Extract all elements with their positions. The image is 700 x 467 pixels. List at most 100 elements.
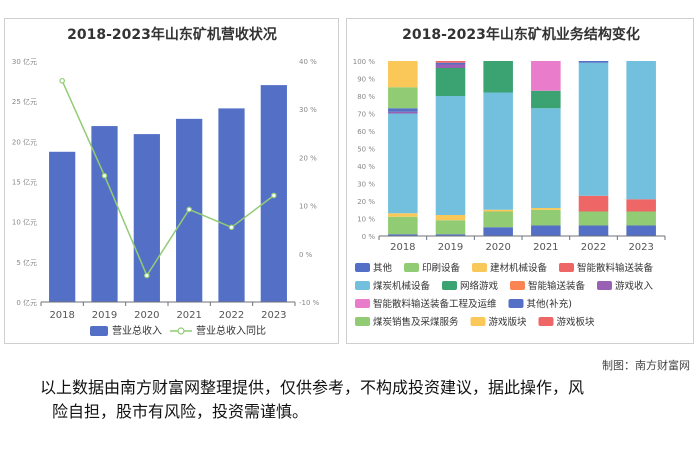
stack-segment bbox=[626, 225, 656, 236]
y-left-tick-label: 20 亿元 bbox=[12, 137, 37, 146]
legend-swatch bbox=[538, 317, 554, 326]
legend-swatch bbox=[404, 263, 419, 272]
y-right-tick-label: 20 % bbox=[299, 154, 317, 162]
legend-swatch bbox=[355, 281, 370, 290]
stack-segment bbox=[388, 216, 418, 235]
y-tick-label: 40 % bbox=[357, 163, 375, 171]
stack-segment bbox=[578, 211, 609, 226]
y-tick-label: 20 % bbox=[357, 198, 375, 206]
y-tick-label: 0 % bbox=[362, 233, 376, 241]
x-tick-label: 2018 bbox=[390, 242, 415, 253]
yoy-point bbox=[186, 206, 192, 213]
yoy-point bbox=[228, 224, 235, 231]
stack-segment bbox=[531, 108, 561, 208]
y-tick-label: 10 % bbox=[357, 216, 375, 224]
stack-segment bbox=[388, 108, 418, 112]
yoy-point bbox=[101, 172, 108, 179]
legend-label: 印刷设备 bbox=[422, 262, 461, 274]
stack-segment bbox=[435, 64, 466, 68]
stack-segment bbox=[388, 213, 418, 217]
stack-segment bbox=[435, 215, 466, 221]
x-tick-label: 2020 bbox=[485, 242, 510, 253]
legend-label: 网络游戏 bbox=[460, 280, 499, 292]
y-left-tick-label: 15 亿元 bbox=[12, 178, 37, 187]
legend-label: 其他(补充) bbox=[527, 298, 572, 310]
stack-segment bbox=[435, 68, 466, 96]
legend-label: 煤炭机械设备 bbox=[373, 280, 431, 292]
y-tick-label: 70 % bbox=[357, 111, 375, 119]
yoy-point bbox=[144, 272, 150, 279]
stack-segment bbox=[578, 62, 609, 196]
legend-swatch bbox=[442, 281, 457, 290]
stack-segment bbox=[388, 234, 418, 236]
y-right-tick-label: 10 % bbox=[299, 203, 317, 211]
legend-marker bbox=[177, 327, 185, 335]
y-left-tick-label: 5 亿元 bbox=[16, 258, 37, 267]
business-structure-chart-panel: 2018-2023年山东矿机业务结构变化 0 % 10 % 20 % 30 % 40 % 5… bbox=[346, 18, 694, 344]
revenue-bar bbox=[218, 108, 245, 302]
y-right-tick-label: -10 % bbox=[299, 299, 320, 307]
yoy-point bbox=[59, 77, 65, 84]
disclaimer-line-1: 以上数据由南方财富网整理提供，仅供参考，不构成投资建议，据此操作，风 bbox=[40, 378, 585, 397]
y-tick-label: 60 % bbox=[357, 128, 375, 136]
x-tick-label: 2018 bbox=[49, 310, 74, 321]
stack-segment bbox=[531, 208, 561, 210]
legend-label: 智能输送装备 bbox=[528, 280, 586, 292]
legend-label: 智能散料输送装备工程及运维 bbox=[373, 298, 497, 310]
disclaimer: 以上数据由南方财富网整理提供，仅供参考，不构成投资建议，据此操作，风 险自担，股… bbox=[40, 376, 670, 424]
y-tick-label: 30 % bbox=[357, 181, 375, 189]
legend-label: 煤炭销售及采煤服务 bbox=[373, 316, 459, 328]
stack-segment bbox=[626, 211, 656, 226]
stack-segment bbox=[435, 96, 466, 215]
legend-swatch bbox=[472, 263, 487, 272]
stack-segment bbox=[483, 92, 513, 210]
stack-segment bbox=[531, 225, 561, 236]
stack-segment bbox=[388, 87, 418, 109]
stack-segment bbox=[388, 61, 418, 88]
legend-swatch bbox=[597, 281, 612, 290]
stack-segment bbox=[531, 90, 561, 109]
legend-swatch bbox=[559, 263, 574, 272]
legend-swatch bbox=[510, 281, 525, 290]
revenue-chart: 2018-2023年山东矿机营收状况 0 亿元 5 亿元 10 亿元 15 亿元 20 亿… bbox=[12, 26, 320, 337]
y-left-tick-label: 30 亿元 bbox=[12, 57, 37, 66]
x-tick-label: 2019 bbox=[438, 242, 463, 253]
x-tick-label: 2022 bbox=[581, 242, 606, 253]
stack-segment bbox=[483, 211, 513, 228]
stack-segment bbox=[435, 62, 466, 65]
stack-segment bbox=[483, 227, 513, 236]
stack-segment bbox=[435, 220, 466, 235]
chart-title: 2018-2023年山东矿机营收状况 bbox=[67, 26, 277, 43]
y-right-tick-label: 0 % bbox=[299, 251, 313, 259]
y-left-tick-label: 0 亿元 bbox=[16, 298, 37, 307]
y-right-tick-label: 40 % bbox=[299, 58, 317, 66]
stack-segment bbox=[626, 61, 656, 200]
x-tick-label: 2021 bbox=[533, 242, 558, 253]
chart-title: 2018-2023年山东矿机业务结构变化 bbox=[402, 26, 640, 43]
yoy-point bbox=[271, 192, 277, 199]
x-tick-label: 2022 bbox=[219, 310, 244, 321]
y-tick-label: 50 % bbox=[357, 146, 375, 154]
disclaimer-line-2: 险自担，股市有风险，投资需谨慎。 bbox=[52, 402, 309, 421]
stack-segment bbox=[388, 113, 418, 214]
business-structure-chart: 2018-2023年山东矿机业务结构变化 0 % 10 % 20 % 30 % 40 % 5… bbox=[353, 26, 666, 328]
legend-swatch bbox=[508, 299, 524, 308]
revenue-bar bbox=[91, 126, 118, 302]
legend-label: 营业总收入同比 bbox=[196, 324, 266, 337]
legend-swatch bbox=[355, 317, 370, 326]
stack-segment bbox=[435, 61, 466, 63]
legend-swatch bbox=[355, 263, 370, 272]
stack-segment bbox=[435, 234, 466, 236]
legend-label: 智能散料输送装备 bbox=[577, 262, 654, 274]
stack-segment bbox=[578, 61, 609, 63]
x-tick-label: 2023 bbox=[261, 310, 286, 321]
y-tick-label: 80 % bbox=[357, 93, 375, 101]
legend-label: 游戏板块 bbox=[557, 316, 596, 328]
chart-credit: 制图：南方财富网 bbox=[602, 359, 690, 372]
legend-label: 游戏版块 bbox=[489, 316, 528, 328]
y-right-tick-label: 30 % bbox=[299, 106, 317, 114]
y-tick-label: 100 % bbox=[353, 58, 376, 66]
stack-segment bbox=[531, 61, 561, 91]
y-left-tick-label: 25 亿元 bbox=[12, 97, 37, 106]
legend-label: 营业总收入 bbox=[112, 324, 162, 337]
